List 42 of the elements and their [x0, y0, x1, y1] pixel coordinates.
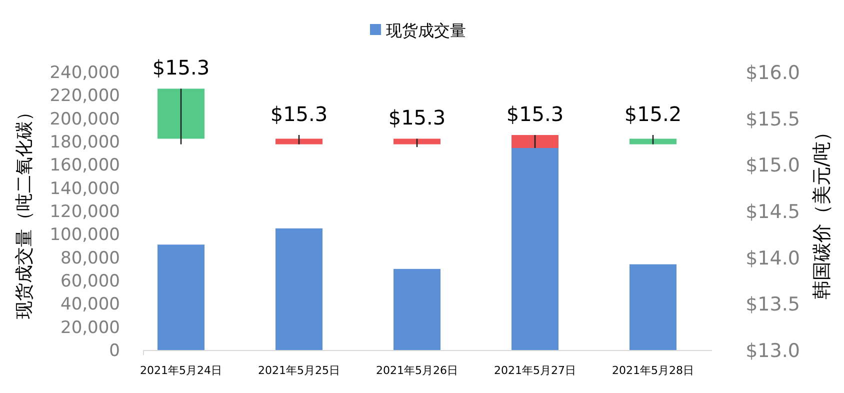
text: $15.3 — [152, 56, 210, 80]
text: $15.2 — [624, 102, 682, 126]
y-tick-label: 120,000 — [50, 202, 120, 222]
y-tick-label: 20,000 — [60, 318, 120, 338]
text: $15.3 — [506, 102, 564, 126]
y-axis-title: 现货成交量（吨二氧化碳） — [14, 103, 35, 319]
candlestick — [512, 134, 558, 149]
y2-axis-title: 韩国碳价（美元/吨） — [811, 122, 833, 300]
bar — [512, 147, 558, 350]
bar — [630, 264, 676, 350]
y-tick-label: 180,000 — [50, 132, 120, 152]
x-tick-label: 2021年5月24日 — [140, 364, 222, 377]
y2-tick-label: $15.0 — [746, 154, 800, 177]
text: $15.3 — [388, 106, 446, 130]
x-tick-label: 2021年5月27日 — [494, 364, 576, 377]
y-tick-label: 160,000 — [50, 156, 120, 176]
bar — [394, 268, 440, 350]
candlestick — [630, 134, 676, 145]
text: $15.3 — [270, 102, 328, 126]
y-tick-label: 0 — [109, 341, 120, 361]
legend-label: 现货成交量 — [386, 21, 466, 40]
y-tick-label: 80,000 — [60, 248, 120, 268]
y2-tick-label: $15.5 — [746, 108, 800, 130]
y2-tick-label: $13.0 — [746, 340, 800, 362]
y-tick-label: 200,000 — [50, 109, 120, 130]
y2-tick-label: $13.5 — [746, 294, 800, 316]
y-tick-label: 60,000 — [60, 272, 120, 292]
candlestick — [158, 88, 204, 145]
candlestick — [276, 134, 322, 145]
y-tick-label: 220,000 — [50, 86, 120, 106]
x-tick-label: 2021年5月25日 — [258, 364, 340, 377]
x-tick-label: 2021年5月26日 — [376, 364, 458, 377]
y-tick-label: 100,000 — [50, 225, 120, 246]
y-tick-label: 40,000 — [60, 294, 120, 315]
y2-tick-label: $16.0 — [746, 62, 800, 84]
bar — [158, 244, 204, 350]
bar — [276, 228, 322, 350]
y2-tick-label: $14.0 — [746, 247, 800, 270]
y-tick-label: 240,000 — [50, 63, 120, 83]
y-tick-label: 140,000 — [50, 178, 120, 199]
x-tick-label: 2021年5月28日 — [612, 364, 694, 377]
y2-tick-label: $14.5 — [746, 201, 800, 223]
